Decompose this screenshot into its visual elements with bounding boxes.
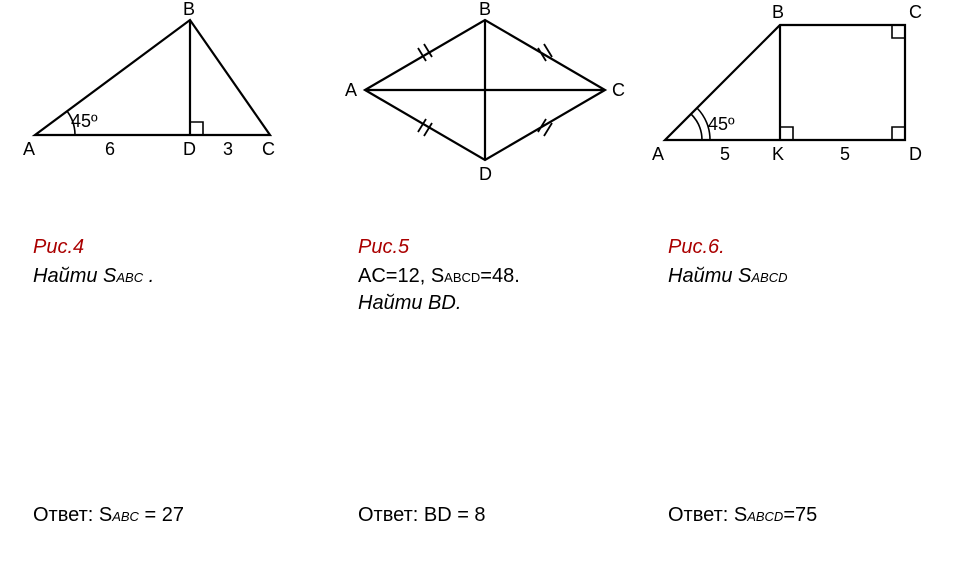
fig5-prompt: AC=12, SABCD=48. Найти BD.: [358, 263, 520, 317]
fig5-line1-after: =48.: [480, 265, 519, 287]
label-c5: C: [612, 80, 625, 100]
fig5-answer: Ответ: BD = 8: [358, 504, 486, 527]
panel-fig6: 45º A B C D K 5 5 Рис.6. Найти SABCD Отв…: [650, 0, 960, 584]
fig5-label: Рис.5: [358, 236, 520, 259]
fig5-line2: Найти BD.: [358, 292, 461, 314]
label-d: D: [183, 139, 196, 159]
fig6-prompt-before: Найти S: [668, 265, 751, 287]
angle-label-a6: 45º: [708, 114, 735, 134]
seg-kd: 5: [840, 144, 850, 164]
fig4-svg: 45º A B C D 6 3: [15, 0, 305, 175]
fig4-ans-before: Ответ: S: [33, 504, 112, 526]
fig6-ans-sub: ABCD: [747, 509, 783, 524]
angle-arc-a6-1: [691, 114, 702, 140]
seg-ad: 6: [105, 139, 115, 159]
panel-fig5: A B C D Рис.5 AC=12, SABCD=48. Найти BD.…: [340, 0, 650, 584]
label-k6: K: [772, 144, 784, 164]
fig6-caption: Рис.6. Найти SABCD: [668, 236, 788, 290]
fig4-prompt-before: Найти S: [33, 265, 116, 287]
label-a6: A: [652, 144, 664, 164]
label-b: B: [183, 0, 195, 19]
label-d5: D: [479, 164, 492, 184]
fig4-prompt-after: .: [143, 265, 154, 287]
fig4-caption: Рис.4 Найти SABC .: [33, 236, 154, 290]
label-c: C: [262, 139, 275, 159]
fig6-svg: 45º A B C D K 5 5: [650, 0, 950, 175]
fig4-answer: Ответ: SABC = 27: [33, 504, 184, 527]
fig4-ans-sub: ABC: [112, 509, 139, 524]
trapezoid-abcd: [665, 25, 905, 140]
label-b6: B: [772, 2, 784, 22]
seg-ak: 5: [720, 144, 730, 164]
fig5-caption: Рис.5 AC=12, SABCD=48. Найти BD.: [358, 236, 520, 317]
fig4-prompt-sub: ABC: [116, 270, 143, 285]
label-a5: A: [345, 80, 357, 100]
panel-fig4: 45º A B C D 6 3 Рис.4 Найти SABC . Ответ…: [15, 0, 325, 584]
fig6-ans-before: Ответ: S: [668, 504, 747, 526]
fig6-answer: Ответ: SABCD=75: [668, 504, 817, 527]
fig5-svg: A B C D: [340, 0, 640, 185]
fig6-prompt-sub: ABCD: [751, 270, 787, 285]
fig6-ans-after: =75: [783, 504, 817, 526]
fig6-label: Рис.6.: [668, 236, 788, 259]
fig5-line1-before: AC=12, S: [358, 265, 444, 287]
label-b5: B: [479, 0, 491, 19]
seg-dc: 3: [223, 139, 233, 159]
fig6-prompt: Найти SABCD: [668, 263, 788, 290]
fig4-prompt: Найти SABC .: [33, 263, 154, 290]
right-angle-markers: [780, 25, 905, 140]
fig5-line1-sub: ABCD: [444, 270, 480, 285]
fig4-ans-after: = 27: [139, 504, 184, 526]
angle-label-a: 45º: [71, 111, 98, 131]
label-a: A: [23, 139, 35, 159]
label-d6: D: [909, 144, 922, 164]
label-c6: C: [909, 2, 922, 22]
right-angle-d: [190, 122, 203, 135]
fig4-label: Рис.4: [33, 236, 154, 259]
